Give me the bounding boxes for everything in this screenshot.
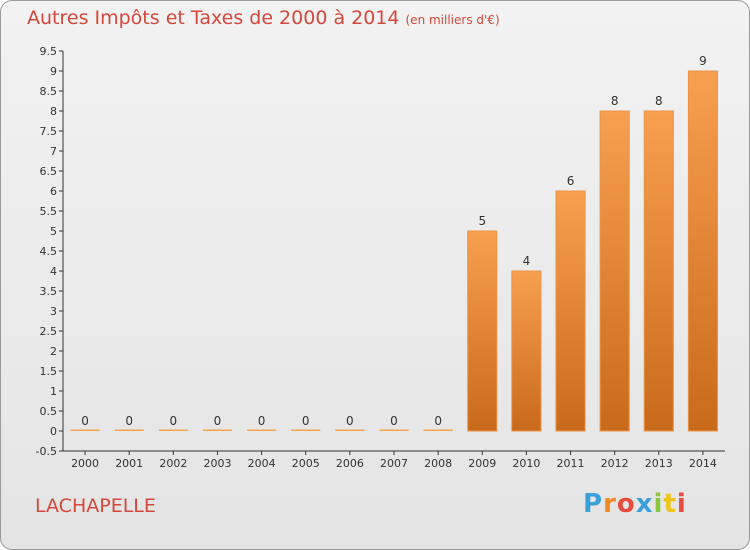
chart-subtitle: (en milliers d'€) [405,13,500,27]
bar [114,429,144,431]
x-tick-label: 2005 [292,457,320,470]
data-label: 9 [699,54,707,68]
proxiti-logo[interactable]: Proxiti [583,489,687,519]
data-label: 8 [655,94,663,108]
x-tick-label: 2000 [71,457,99,470]
y-tick-label: 7.5 [40,125,58,138]
bar [379,429,409,431]
axes: -0.5 0 0.5 1 1.5 2 2.5 3 3.5 4 4.5 5 5.5 6 6.5 7 7.5 8 8.5… [36,45,725,470]
data-label: 5 [478,214,486,228]
bar [335,429,365,431]
y-tick-label: 1.5 [40,365,58,378]
x-tick-label: 2007 [380,457,408,470]
y-tick-label: 7 [50,145,57,158]
bar [555,190,586,432]
bar [202,429,233,431]
brand-letter: P [583,489,604,519]
brand-letter: r [603,489,617,519]
brand-letter: i [653,489,664,519]
x-tick-label: 2010 [512,457,540,470]
bar [70,429,100,431]
y-tick-label: 9 [50,65,57,78]
commune-name: LACHAPELLE [35,495,156,517]
bar [687,70,718,432]
data-label: 0 [125,414,133,428]
y-tick-label: 1 [50,385,57,398]
brand-letter: x [635,489,654,519]
x-tick-label: 2014 [689,457,717,470]
bar [291,429,321,431]
y-tick-label: 5 [50,225,57,238]
y-tick-label: 5.5 [40,205,58,218]
chart-title: Autres Impôts et Taxes de 2000 à 2014 (en… [27,7,500,29]
y-tick-label: 6.5 [40,165,58,178]
bar [467,230,498,432]
x-tick-label: 2003 [203,457,231,470]
x-tick-label: 2008 [424,457,452,470]
x-tick-label: 2012 [601,457,629,470]
bar [158,429,188,431]
data-label: 0 [390,414,398,428]
data-label: 6 [567,174,575,188]
x-tick-label: 2006 [336,457,364,470]
x-tick-label: 2013 [645,457,673,470]
y-tick-label: 2.5 [40,325,58,338]
y-tick-label: 6 [50,185,57,198]
data-label: 0 [434,414,442,428]
y-tick-label: 9.5 [40,45,58,58]
brand-letter: t [663,489,677,519]
y-tick-label: 3 [50,305,57,318]
x-tick-label: 2004 [248,457,276,470]
data-label: 0 [170,414,178,428]
y-tick-label: 0 [50,425,57,438]
y-tick-label: 0.5 [40,405,58,418]
data-label: 0 [258,414,266,428]
data-label: 0 [346,414,354,428]
x-tick-label: 2002 [159,457,187,470]
data-label: 8 [611,94,619,108]
y-tick-label: 8 [50,105,57,118]
data-label: 4 [523,254,531,268]
bar [423,429,453,431]
y-tick-label: 8.5 [40,85,58,98]
chart-title-text: Autres Impôts et Taxes de 2000 à 2014 [27,7,400,29]
bar [247,429,277,431]
bar [511,270,542,432]
data-label: 0 [302,414,310,428]
y-tick-label: 2 [50,345,57,358]
x-tick-label: 2009 [468,457,496,470]
y-tick-label: 4.5 [40,245,58,258]
x-tick-label: 2011 [557,457,585,470]
brand-letter: i [676,489,687,519]
bar [643,110,674,432]
bars: 0 0 0 0 0 0 0 0 0 5 4 6 8 8 9 [70,54,718,432]
brand-letter: o [616,489,636,519]
y-tick-label: -0.5 [36,445,57,458]
data-label: 0 [81,414,89,428]
bar [599,110,630,432]
x-tick-label: 2001 [115,457,143,470]
data-label: 0 [214,414,222,428]
y-tick-label: 3.5 [40,285,58,298]
y-tick-label: 4 [50,265,57,278]
